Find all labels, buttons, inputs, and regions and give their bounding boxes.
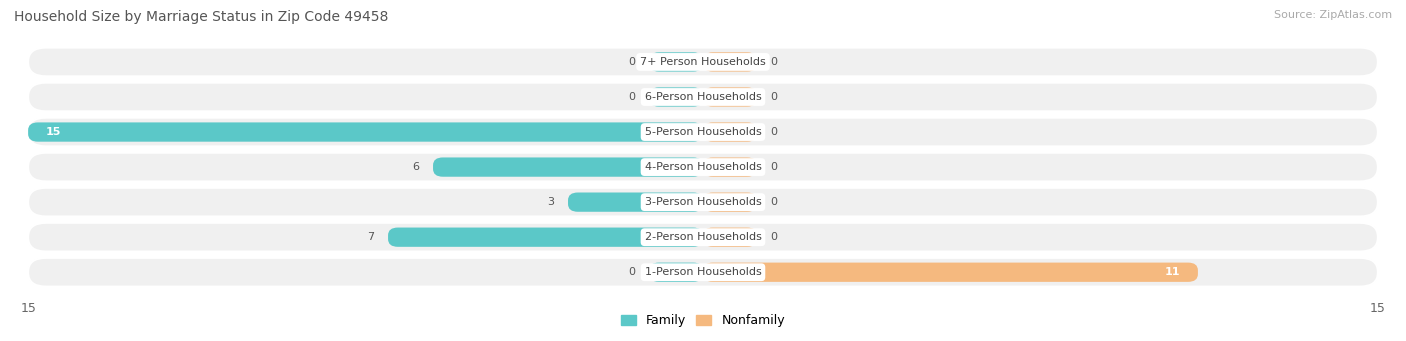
Text: 6: 6 <box>412 162 419 172</box>
Text: 0: 0 <box>628 57 636 67</box>
Text: 1-Person Households: 1-Person Households <box>644 267 762 277</box>
FancyBboxPatch shape <box>568 193 703 212</box>
Text: 3-Person Households: 3-Person Households <box>644 197 762 207</box>
FancyBboxPatch shape <box>28 223 1378 252</box>
Text: 0: 0 <box>770 232 778 242</box>
FancyBboxPatch shape <box>703 122 756 142</box>
FancyBboxPatch shape <box>28 48 1378 76</box>
Text: 2-Person Households: 2-Person Households <box>644 232 762 242</box>
Text: 0: 0 <box>628 267 636 277</box>
Text: 5-Person Households: 5-Person Households <box>644 127 762 137</box>
FancyBboxPatch shape <box>388 227 703 247</box>
Legend: Family, Nonfamily: Family, Nonfamily <box>616 309 790 332</box>
FancyBboxPatch shape <box>28 83 1378 112</box>
FancyBboxPatch shape <box>28 258 1378 286</box>
FancyBboxPatch shape <box>703 87 756 107</box>
Text: 0: 0 <box>628 92 636 102</box>
FancyBboxPatch shape <box>703 193 756 212</box>
FancyBboxPatch shape <box>703 263 1198 282</box>
Text: 0: 0 <box>770 57 778 67</box>
FancyBboxPatch shape <box>28 118 1378 146</box>
FancyBboxPatch shape <box>703 158 756 177</box>
FancyBboxPatch shape <box>703 227 756 247</box>
FancyBboxPatch shape <box>433 158 703 177</box>
FancyBboxPatch shape <box>650 52 703 72</box>
Text: 7+ Person Households: 7+ Person Households <box>640 57 766 67</box>
Text: 4-Person Households: 4-Person Households <box>644 162 762 172</box>
Text: 3: 3 <box>547 197 554 207</box>
Text: 0: 0 <box>770 92 778 102</box>
Text: Household Size by Marriage Status in Zip Code 49458: Household Size by Marriage Status in Zip… <box>14 10 388 24</box>
FancyBboxPatch shape <box>650 87 703 107</box>
FancyBboxPatch shape <box>28 122 703 142</box>
FancyBboxPatch shape <box>28 153 1378 181</box>
Text: 0: 0 <box>770 197 778 207</box>
Text: 0: 0 <box>770 162 778 172</box>
Text: 15: 15 <box>46 127 62 137</box>
Text: Source: ZipAtlas.com: Source: ZipAtlas.com <box>1274 10 1392 20</box>
Text: 7: 7 <box>367 232 374 242</box>
Text: 0: 0 <box>770 127 778 137</box>
FancyBboxPatch shape <box>28 188 1378 217</box>
FancyBboxPatch shape <box>650 263 703 282</box>
Text: 6-Person Households: 6-Person Households <box>644 92 762 102</box>
Text: 11: 11 <box>1164 267 1180 277</box>
FancyBboxPatch shape <box>703 52 756 72</box>
